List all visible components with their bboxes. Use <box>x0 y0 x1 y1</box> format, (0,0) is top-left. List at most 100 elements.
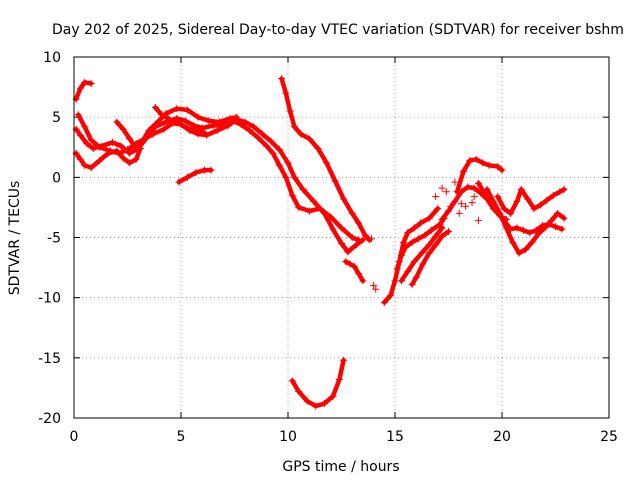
series-track-d <box>74 111 367 256</box>
data-point <box>158 111 166 119</box>
series-track-a <box>72 78 95 103</box>
data-point <box>402 243 410 251</box>
data-point <box>278 75 286 83</box>
y-tick-label: -20 <box>38 411 61 427</box>
data-point <box>87 136 95 144</box>
data-point <box>241 118 249 126</box>
data-point <box>164 114 172 122</box>
data-point <box>464 183 472 191</box>
data-point <box>515 249 523 257</box>
data-point <box>470 193 478 201</box>
data-point <box>132 144 140 152</box>
data-point <box>284 159 292 167</box>
data-point <box>194 113 202 121</box>
data-point <box>513 224 521 232</box>
data-point <box>485 161 493 169</box>
data-point <box>81 123 89 131</box>
data-point <box>124 146 131 154</box>
data-point <box>522 246 530 254</box>
y-tick-label: 5 <box>52 110 61 126</box>
data-point <box>470 184 478 192</box>
data-point <box>205 117 213 125</box>
series-line <box>73 80 94 102</box>
data-point <box>519 226 527 234</box>
x-tick-label: 15 <box>386 429 404 445</box>
data-point <box>286 107 294 115</box>
data-point <box>192 169 200 177</box>
data-point <box>513 197 521 205</box>
data-point <box>494 193 502 201</box>
data-point <box>201 166 209 174</box>
series-track-f <box>151 104 209 137</box>
data-point <box>87 79 95 87</box>
data-point <box>438 184 446 192</box>
data-point <box>530 205 538 213</box>
data-point <box>305 207 313 215</box>
data-point <box>459 167 467 175</box>
data-point <box>408 238 416 246</box>
data-point <box>81 78 89 86</box>
data-point <box>288 377 296 385</box>
data-point <box>117 142 125 150</box>
data-point <box>410 258 418 266</box>
data-point <box>359 277 367 285</box>
data-point <box>438 232 446 240</box>
data-point <box>145 126 153 134</box>
data-point <box>263 142 271 150</box>
data-point <box>119 125 127 133</box>
data-point <box>352 241 360 249</box>
data-point <box>250 123 258 131</box>
data-point <box>312 402 320 410</box>
data-point <box>226 114 234 122</box>
data-point <box>387 291 395 299</box>
data-point <box>483 185 491 193</box>
data-point <box>290 173 298 181</box>
data-point <box>367 235 375 243</box>
data-point <box>295 203 303 211</box>
series-line <box>76 112 366 255</box>
data-point <box>282 173 290 181</box>
data-point <box>432 193 440 201</box>
data-point <box>453 188 461 196</box>
data-point <box>96 156 104 164</box>
data-point <box>171 118 179 126</box>
data-point <box>275 161 283 169</box>
data-point <box>126 135 134 143</box>
data-point <box>181 117 189 125</box>
data-point <box>340 356 348 364</box>
data-point <box>468 199 476 207</box>
data-point <box>183 124 191 132</box>
data-point <box>543 196 551 204</box>
series-track-r <box>494 185 568 217</box>
plot-frame <box>73 56 610 419</box>
data-point <box>275 146 283 154</box>
data-point <box>269 149 277 157</box>
data-point <box>534 230 542 238</box>
data-point <box>436 220 444 228</box>
data-point <box>323 159 331 167</box>
data-point <box>370 282 378 290</box>
series-line <box>382 206 441 305</box>
data-point <box>417 219 425 227</box>
data-point <box>96 143 104 151</box>
data-point <box>532 226 540 234</box>
series-scatter-x <box>367 178 482 293</box>
data-point <box>109 138 117 146</box>
axis-ticks: 0 5 10 15 20 25 -20 -15 -10 -5 0 5 10 <box>38 50 618 445</box>
data-point <box>119 154 127 162</box>
data-point <box>81 161 89 169</box>
data-point <box>346 260 354 268</box>
x-tick-label: 5 <box>177 429 186 445</box>
data-point <box>408 280 416 288</box>
series-track-s <box>288 356 348 410</box>
data-point <box>216 118 224 126</box>
data-point <box>391 277 399 285</box>
data-point <box>126 159 134 167</box>
x-tick-label: 25 <box>600 429 618 445</box>
x-tick-label: 10 <box>279 429 297 445</box>
data-point <box>445 207 452 215</box>
data-point <box>183 173 191 181</box>
series-line <box>279 76 372 243</box>
data-point <box>113 118 121 126</box>
data-point <box>245 126 253 134</box>
